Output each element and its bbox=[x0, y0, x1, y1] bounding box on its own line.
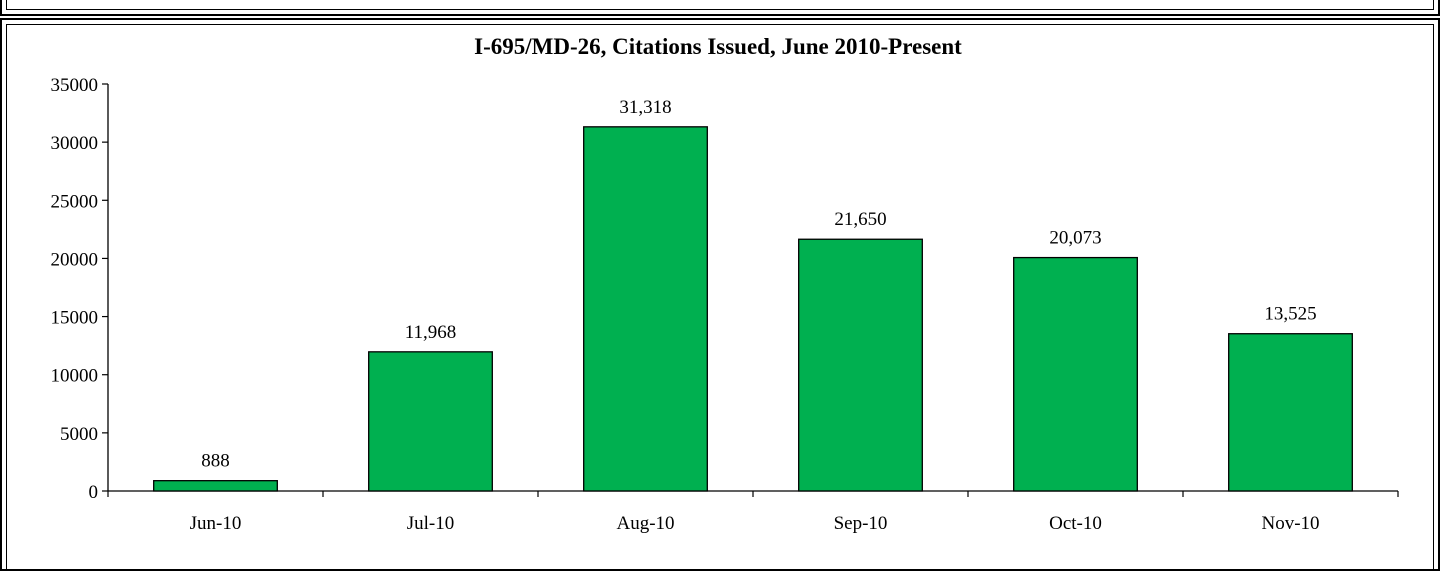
bar-aug-10 bbox=[583, 126, 708, 492]
data-label: 21,650 bbox=[834, 209, 886, 230]
x-tick-label: Sep-10 bbox=[834, 513, 888, 534]
data-label: 888 bbox=[201, 451, 230, 472]
bar-nov-10 bbox=[1228, 333, 1353, 492]
data-label: 20,073 bbox=[1049, 228, 1101, 249]
x-tick-label: Jul-10 bbox=[407, 513, 455, 534]
chart-axes: 0 5000 10000 15000 20000 25000 30000 35000 Jun-1… bbox=[51, 75, 1399, 534]
bar-jul-10 bbox=[368, 351, 493, 492]
data-label: 13,525 bbox=[1264, 304, 1316, 325]
x-tick-label: Oct-10 bbox=[1049, 513, 1102, 534]
bar-oct-10 bbox=[1013, 256, 1138, 492]
x-tick-label: Aug-10 bbox=[616, 513, 674, 534]
y-tick-label: 15000 bbox=[51, 308, 99, 329]
chart-frame bbox=[0, 18, 1440, 571]
x-tick-label: Nov-10 bbox=[1261, 513, 1319, 534]
y-tick-label: 30000 bbox=[51, 133, 99, 154]
y-tick-label: 25000 bbox=[51, 191, 99, 212]
data-labels: 888 11,968 31,318 21,650 20,073 13,525 bbox=[201, 97, 1316, 472]
bar-jun-10 bbox=[153, 480, 278, 492]
bar-series bbox=[153, 126, 1353, 492]
y-tick-label: 5000 bbox=[60, 424, 98, 445]
bar-sep-10 bbox=[798, 238, 923, 492]
data-label: 31,318 bbox=[619, 97, 671, 118]
y-tick-label: 10000 bbox=[51, 366, 99, 387]
y-tick-label: 0 bbox=[89, 482, 99, 503]
y-tick-label: 35000 bbox=[51, 75, 99, 96]
previous-panel-frame bbox=[0, 0, 1440, 16]
y-tick-label: 20000 bbox=[51, 249, 99, 270]
x-tick-label: Jun-10 bbox=[190, 513, 242, 534]
chart-title: I-695/MD-26, Citations Issued, June 2010… bbox=[474, 34, 962, 59]
data-label: 11,968 bbox=[405, 322, 457, 343]
